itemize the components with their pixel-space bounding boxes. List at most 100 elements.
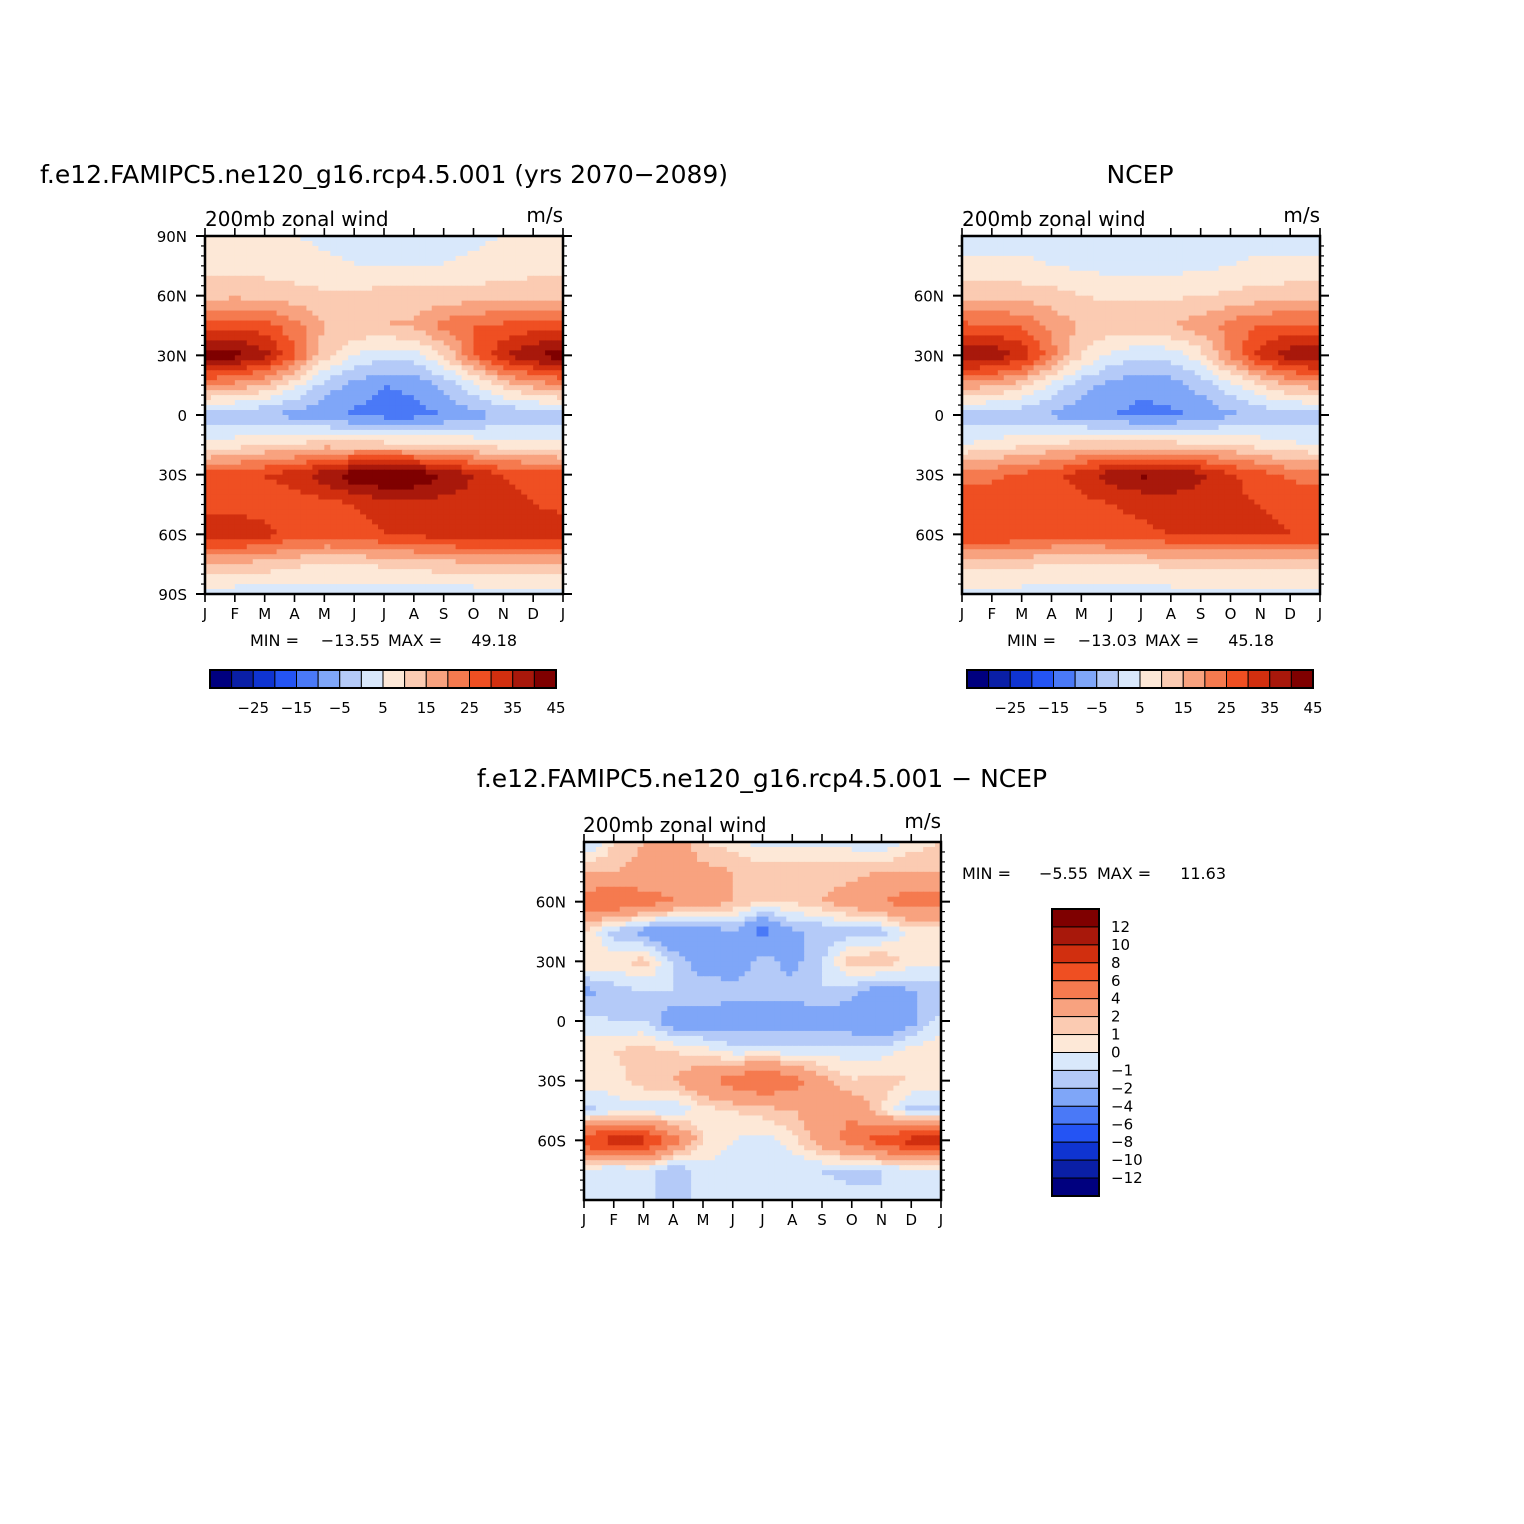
- contour-cell: [455, 305, 463, 312]
- contour-cell: [300, 459, 308, 466]
- contour-cell: [240, 236, 248, 242]
- contour-cell: [228, 474, 236, 481]
- contour-cell: [270, 275, 278, 282]
- contour-cell: [258, 400, 266, 406]
- contour-cell: [503, 280, 510, 287]
- contour-cell: [521, 320, 528, 327]
- contour-cell: [384, 574, 391, 580]
- contour-cell: [491, 305, 498, 312]
- contour-cell: [336, 534, 343, 540]
- contour-cell: [443, 449, 451, 456]
- contour-cell: [276, 240, 284, 247]
- contour-cell: [1105, 250, 1112, 257]
- contour-cell: [348, 415, 355, 421]
- contour-cell: [324, 345, 331, 351]
- contour-cell: [455, 459, 463, 466]
- contour-cell: [545, 385, 552, 391]
- contour-cell: [210, 400, 218, 406]
- contour-cell: [419, 405, 427, 411]
- contour-cell: [1027, 255, 1035, 262]
- contour-cell: [372, 325, 379, 332]
- contour-cell: [1308, 260, 1315, 267]
- contour-cell: [234, 260, 242, 267]
- contour-cell: [539, 509, 546, 516]
- contour-cell: [1117, 275, 1124, 282]
- contour-cell: [503, 300, 510, 307]
- contour-cell: [1314, 270, 1321, 277]
- contour-cell: [336, 464, 343, 471]
- contour-cell: [252, 504, 260, 511]
- contour-cell: [294, 250, 302, 257]
- contour-cell: [1027, 245, 1035, 252]
- contour-cell: [461, 335, 469, 342]
- contour-cell: [294, 529, 302, 535]
- contour-cell: [455, 434, 463, 441]
- contour-cell: [360, 554, 367, 560]
- contour-cell: [312, 429, 319, 436]
- contour-cell: [240, 479, 248, 486]
- contour-cell: [252, 240, 260, 247]
- contour-cell: [1129, 260, 1136, 267]
- contour-cell: [276, 494, 284, 501]
- contour-cell: [1152, 236, 1160, 242]
- contour-cell: [425, 415, 433, 421]
- contour-cell: [252, 280, 260, 287]
- contour-cell: [491, 444, 498, 451]
- contour-cell: [401, 519, 409, 525]
- contour-cell: [407, 489, 415, 496]
- contour-cell: [318, 439, 325, 446]
- contour-cell: [228, 569, 236, 575]
- contour-cell: [497, 285, 504, 292]
- contour-cell: [1308, 250, 1315, 257]
- contour-cell: [551, 434, 558, 441]
- contour-cell: [282, 549, 290, 555]
- contour-cell: [282, 429, 290, 436]
- contour-cell: [1105, 260, 1112, 267]
- contour-cell: [491, 325, 498, 332]
- x-tick-label: N: [498, 605, 509, 623]
- contour-cell: [515, 474, 522, 481]
- contour-cell: [437, 544, 445, 550]
- contour-cell: [497, 514, 504, 521]
- contour-cell: [378, 305, 385, 312]
- contour-cell: [342, 579, 349, 585]
- contour-cell: [527, 300, 534, 307]
- contour-cell: [449, 459, 457, 466]
- contour-cell: [318, 395, 325, 401]
- contour-cell: [282, 554, 290, 560]
- contour-cell: [497, 579, 504, 585]
- contour-cell: [545, 400, 552, 406]
- contour-cell: [389, 310, 397, 317]
- contour-cell: [449, 265, 457, 272]
- contour-cell: [354, 494, 361, 501]
- contour-cell: [270, 544, 278, 550]
- contour-cell: [1272, 255, 1279, 262]
- contour-cell: [306, 410, 313, 416]
- contour-cell: [491, 504, 498, 511]
- contour-cell: [222, 434, 230, 441]
- contour-cell: [324, 280, 331, 287]
- contour-cell: [294, 270, 302, 277]
- contour-cell: [389, 305, 397, 312]
- contour-cell: [1015, 265, 1023, 272]
- contour-cell: [527, 514, 534, 521]
- contour-cell: [354, 245, 361, 252]
- contour-cell: [443, 240, 451, 247]
- contour-cell: [443, 300, 451, 307]
- contour-cell: [515, 270, 522, 277]
- contour-cell: [1033, 250, 1041, 257]
- contour-cell: [366, 494, 373, 501]
- contour-cell: [330, 444, 337, 451]
- contour-cell: [378, 275, 385, 282]
- contour-cell: [467, 245, 475, 252]
- contour-cell: [509, 449, 516, 456]
- contour-cell: [551, 519, 558, 525]
- contour-cell: [342, 370, 349, 376]
- contour-cell: [1302, 240, 1309, 247]
- contour-cell: [527, 449, 534, 456]
- contour-cell: [1093, 250, 1100, 257]
- contour-cell: [330, 439, 337, 446]
- contour-cell: [967, 255, 975, 262]
- contour-cell: [479, 315, 487, 322]
- contour-cell: [354, 449, 361, 456]
